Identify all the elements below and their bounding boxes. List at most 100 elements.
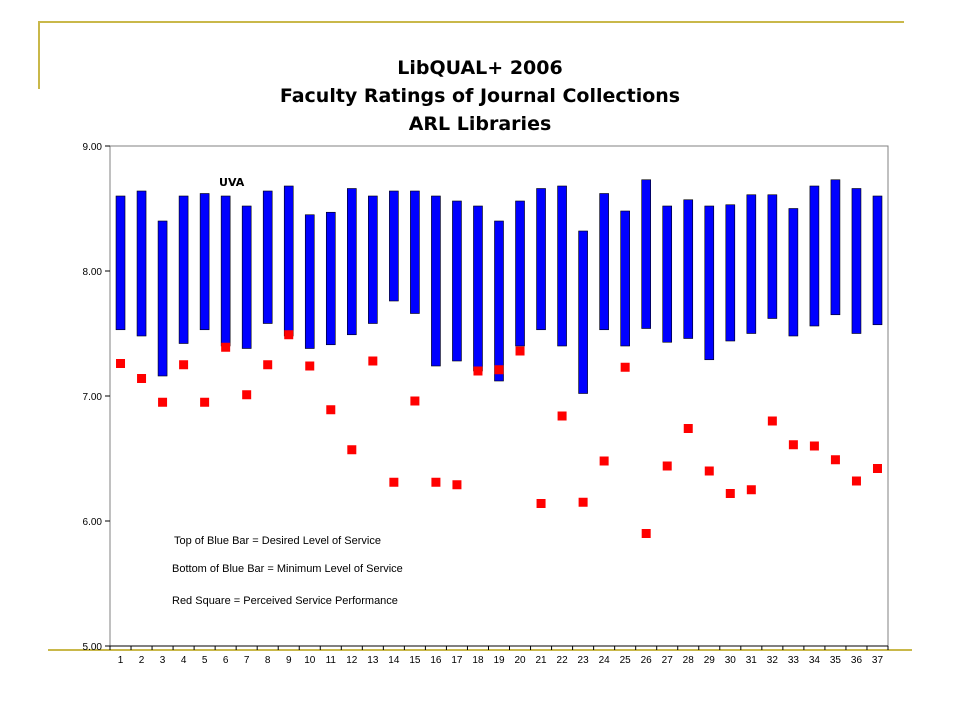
range-bar [599, 193, 609, 331]
x-tick-label: 9 [286, 655, 292, 666]
range-bar [431, 195, 441, 367]
range-bar [620, 210, 630, 347]
title-line-3: ARL Libraries [408, 113, 552, 135]
range-bar [788, 208, 799, 337]
x-tick-label: 19 [493, 655, 505, 666]
x-tick-label: 18 [472, 655, 484, 666]
x-tick-label: 22 [557, 655, 569, 666]
x-tick-label: 31 [746, 655, 758, 666]
perceived-marker [830, 455, 840, 465]
legend-note-bottom: Bottom of Blue Bar = Minimum Level of Se… [172, 563, 403, 575]
x-tick-label: 37 [872, 655, 884, 666]
perceived-marker [767, 416, 777, 426]
x-tick-label: 33 [788, 655, 800, 666]
y-tick-label: 6.00 [83, 517, 103, 528]
range-bar [473, 205, 483, 372]
range-bar [410, 190, 420, 314]
perceived-marker [809, 441, 819, 451]
y-tick-label: 9.00 [83, 142, 103, 153]
range-bar [809, 185, 820, 327]
legend-note-red: Red Square = Perceived Service Performan… [172, 595, 398, 607]
range-bar [325, 211, 336, 346]
x-tick-label: 5 [202, 655, 208, 666]
y-tick-label: 7.00 [83, 392, 103, 403]
title-line-1: LibQUAL+ 2006 [397, 57, 563, 79]
x-tick-label: 14 [388, 655, 400, 666]
range-bar [704, 205, 715, 361]
perceived-marker [200, 397, 210, 407]
perceived-marker [368, 356, 378, 366]
range-bar [662, 205, 673, 343]
range-bar [389, 190, 399, 302]
x-tick-label: 1 [118, 655, 124, 666]
range-bar [872, 195, 883, 326]
x-tick-label: 11 [326, 655, 337, 666]
perceived-marker [179, 360, 189, 370]
perceived-marker [473, 366, 483, 376]
x-tick-label: 36 [851, 655, 863, 666]
range-bar [683, 199, 694, 339]
chart-title: LibQUAL+ 2006 Faculty Ratings of Journal… [180, 54, 780, 138]
range-bar [830, 179, 841, 316]
x-tick-label: 32 [767, 655, 779, 666]
x-tick-label: 25 [620, 655, 632, 666]
x-tick-label: 27 [662, 655, 674, 666]
range-bar [136, 190, 147, 337]
x-tick-label: 28 [683, 655, 695, 666]
x-tick-label: 17 [451, 655, 463, 666]
x-tick-label: 4 [181, 655, 187, 666]
decor-bottom-rule [48, 649, 912, 651]
perceived-marker [137, 374, 147, 383]
perceived-marker [242, 390, 252, 400]
title-line-2: Faculty Ratings of Journal Collections [279, 85, 681, 107]
perceived-marker [725, 489, 735, 498]
range-bar [452, 200, 462, 362]
perceived-marker [494, 365, 504, 375]
x-tick-label: 15 [409, 655, 421, 666]
perceived-marker [305, 361, 315, 371]
perceived-marker [452, 480, 462, 490]
x-tick-label: 16 [430, 655, 442, 666]
x-tick-label: 3 [160, 655, 166, 666]
range-bar [157, 220, 168, 377]
range-bar [536, 188, 546, 331]
range-bar [241, 205, 252, 349]
perceived-marker [851, 476, 861, 486]
x-tick-label: 13 [367, 655, 379, 666]
perceived-marker [662, 461, 672, 471]
x-tick-label: 20 [514, 655, 526, 666]
range-bar [199, 193, 210, 331]
range-bar [220, 195, 231, 347]
range-bar [262, 190, 273, 324]
perceived-marker [326, 405, 336, 415]
x-tick-label: 35 [830, 655, 842, 666]
range-bar [851, 188, 862, 334]
perceived-marker [872, 464, 882, 473]
x-tick-label: 30 [725, 655, 737, 666]
perceived-marker [515, 346, 525, 356]
x-tick-label: 8 [265, 655, 271, 666]
range-bar [178, 195, 189, 344]
x-tick-label: 26 [641, 655, 653, 666]
perceived-marker [599, 456, 609, 466]
range-bar [304, 214, 315, 349]
x-tick-label: 2 [139, 655, 145, 666]
perceived-marker [704, 466, 714, 476]
range-bar [557, 185, 567, 347]
range-bar [494, 220, 504, 382]
range-bar [347, 188, 357, 336]
range-bar [515, 200, 525, 347]
perceived-marker [578, 497, 588, 507]
perceived-marker [620, 362, 630, 372]
range-bar [578, 230, 588, 394]
perceived-marker [347, 445, 357, 455]
x-tick-label: 24 [599, 655, 611, 666]
perceived-marker [263, 360, 273, 370]
perceived-marker [410, 396, 420, 406]
perceived-marker [116, 359, 126, 368]
perceived-marker [557, 411, 567, 421]
range-bar [368, 195, 378, 324]
perceived-marker [746, 485, 756, 495]
range-bar [725, 204, 736, 342]
x-tick-label: 7 [244, 655, 250, 666]
